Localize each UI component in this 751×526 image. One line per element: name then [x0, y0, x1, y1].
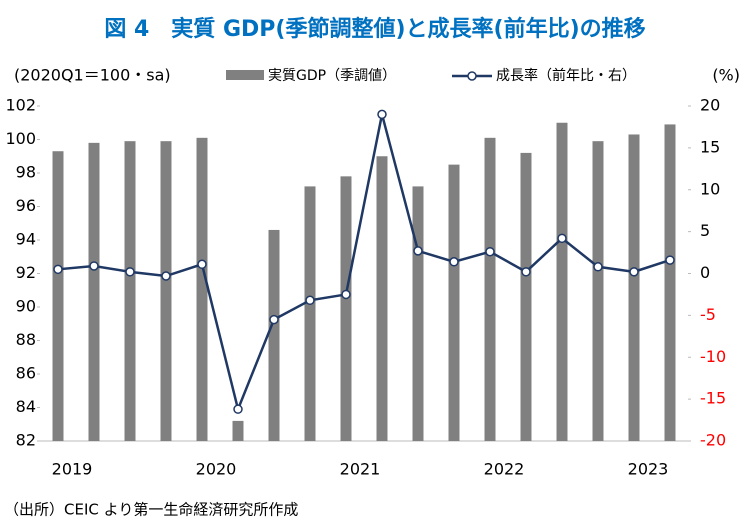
- marker: [341, 289, 351, 300]
- y-tick-label: 102: [5, 96, 36, 115]
- legend-label: 実質GDP（季調値）: [268, 68, 396, 84]
- bar: [160, 141, 172, 442]
- bar: [556, 122, 568, 441]
- marker: [53, 264, 63, 275]
- chart-title: 図 4 実質 GDP(季節調整値)と成長率(前年比)の推移: [104, 16, 645, 42]
- y-tick-label: 92: [16, 263, 36, 282]
- y-tick-label: 100: [5, 129, 36, 148]
- y-tick-label: 86: [16, 364, 36, 383]
- marker: [629, 267, 639, 277]
- y-tick-label: 88: [16, 330, 36, 349]
- legend-swatch: [467, 71, 477, 81]
- line: [57, 114, 671, 414]
- bar: [484, 137, 496, 441]
- x-tick-label: 2022: [484, 460, 525, 479]
- bar: [124, 141, 136, 442]
- legend-swatch: [226, 70, 264, 80]
- y2-tick-label: -5: [700, 305, 716, 324]
- marker: [89, 261, 99, 271]
- bar: [592, 141, 604, 442]
- marker: [449, 257, 459, 267]
- marker: [521, 267, 531, 277]
- y-tick-label: 94: [16, 230, 36, 249]
- bar: [196, 137, 208, 441]
- y2-axis-label: (%): [712, 66, 740, 85]
- marker: [593, 262, 603, 272]
- bar: [52, 151, 64, 441]
- y2-tick-label: 5: [700, 221, 710, 240]
- x-tick-label: 2020: [196, 460, 237, 479]
- x-tick-label: 2021: [340, 460, 381, 479]
- y2-tick-label: 10: [700, 179, 720, 198]
- bar: [520, 152, 532, 441]
- y-tick-label: 96: [16, 196, 36, 215]
- marker: [377, 109, 387, 120]
- y-tick-label: 90: [16, 297, 36, 316]
- bar: [448, 164, 460, 441]
- marker: [557, 233, 567, 244]
- marker: [233, 404, 243, 414]
- y2-tick-label: -20: [700, 431, 726, 450]
- marker: [269, 314, 279, 325]
- marker: [665, 255, 675, 265]
- y-tick-label: 98: [16, 163, 36, 182]
- y-tick-label: 84: [16, 397, 36, 416]
- bar: [376, 156, 388, 441]
- marker: [413, 246, 423, 256]
- bar: [628, 134, 640, 441]
- marker: [485, 246, 495, 257]
- y2-tick-label: 15: [700, 137, 720, 156]
- bar: [88, 142, 100, 441]
- y2-tick-label: -15: [700, 389, 726, 408]
- marker: [161, 271, 171, 281]
- marker: [125, 267, 135, 277]
- marker: [305, 295, 315, 306]
- bar: [232, 420, 244, 441]
- bar: [268, 229, 280, 441]
- source: （出所）CEIC より第一生命経済研究所作成: [4, 501, 298, 519]
- y-tick-label: 82: [16, 431, 36, 450]
- y-axis-label: (2020Q1＝100・sa): [14, 66, 171, 85]
- bar: [304, 186, 316, 441]
- marker: [197, 259, 207, 270]
- y2-tick-label: 20: [700, 96, 720, 115]
- bar: [412, 186, 424, 441]
- x-tick-label: 2023: [628, 460, 669, 479]
- bar: [340, 176, 352, 441]
- legend-label: 成長率（前年比・右）: [496, 67, 636, 84]
- y2-tick-label: 0: [700, 263, 710, 282]
- bar: [664, 124, 676, 442]
- x-tick-label: 2019: [52, 460, 93, 479]
- y2-tick-label: -10: [700, 347, 726, 366]
